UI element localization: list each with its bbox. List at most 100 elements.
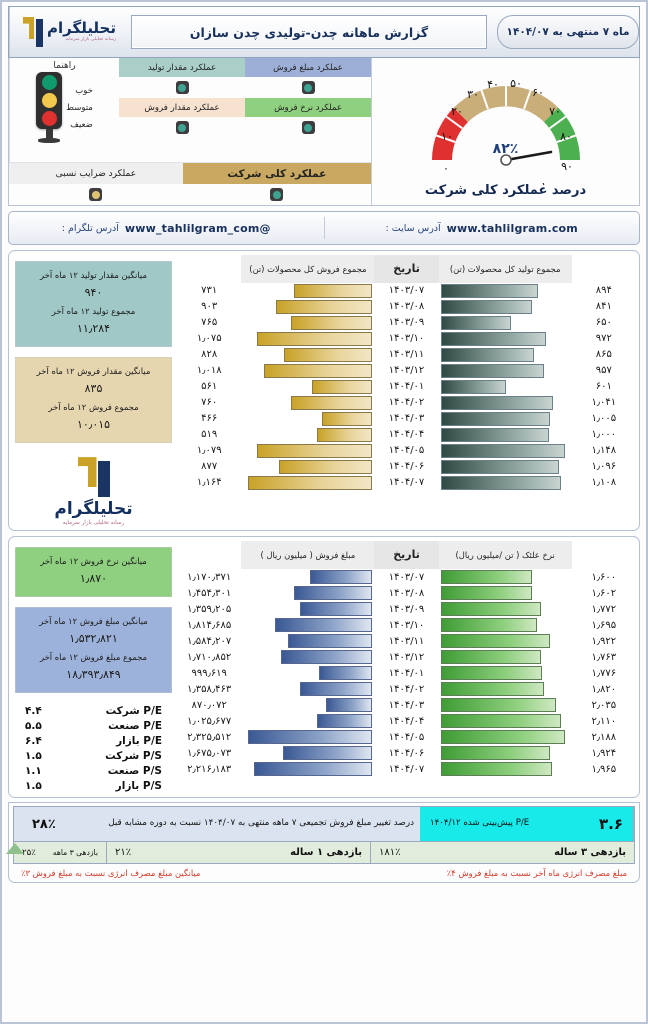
table-row: ۱٫۹۲۴ ۱۴۰۴/۰۶ ۱٫۶۷۵٫۰۷۳ bbox=[177, 745, 636, 761]
row-date: ۱۴۰۴/۰۱ bbox=[388, 667, 425, 679]
sales-value: ۸۲۸ bbox=[201, 349, 218, 361]
amount-value: ۱٫۳۵۸٫۴۶۳ bbox=[187, 683, 232, 695]
svg-text:۴۰: ۴۰ bbox=[487, 78, 499, 91]
table-row: ۶۰۱ ۱۴۰۴/۰۱ ۵۶۱ bbox=[177, 379, 636, 395]
rate-bar-cell bbox=[439, 713, 572, 729]
production-bar-cell bbox=[439, 331, 572, 347]
amount-sum-value: ۱۸٫۳۹۳٫۸۴۹ bbox=[66, 668, 121, 682]
production-sales-table: مجموع تولید کل محصولات (تن) تاریخ مجموع … bbox=[177, 255, 636, 491]
sales-value: ۵۶۱ bbox=[201, 381, 218, 393]
amount-avg-label: میانگین مبلغ فروش ۱۲ ماه آخر bbox=[39, 616, 148, 627]
row-date: ۱۴۰۳/۰۹ bbox=[388, 603, 425, 615]
rate-bar-cell bbox=[439, 665, 572, 681]
amount-bar-cell bbox=[241, 665, 374, 681]
amount-value: ۱٫۶۷۵٫۰۷۳ bbox=[187, 747, 232, 759]
rate-bar bbox=[440, 586, 532, 600]
ratio-row: P/E شرکت ۴.۴ bbox=[17, 703, 170, 718]
amount-value: ۱٫۴۵۴٫۳۰۱ bbox=[187, 587, 232, 599]
ratio-value: ۶.۴ bbox=[25, 734, 42, 747]
production-bar bbox=[440, 347, 534, 362]
production-summary-box: میانگین مقدار تولید ۱۲ ماه آخر ۹۴۰ مجموع… bbox=[15, 261, 172, 348]
kpi-sales-qty-label: عملکرد مقدار فروش bbox=[119, 98, 245, 117]
sales-bar bbox=[248, 475, 373, 490]
amount-value: ۱٫۳۵۹٫۲۰۵ bbox=[187, 603, 232, 615]
amount-value: ۱٫۵۸۴٫۲۰۷ bbox=[187, 635, 232, 647]
kpi-overall-label: عملکرد کلی شرکت bbox=[182, 163, 371, 184]
row-date: ۱۴۰۴/۰۲ bbox=[388, 683, 425, 695]
site-address[interactable]: www.tahlilgram.com آدرس سایت : bbox=[325, 222, 640, 235]
energy-note-left: میانگین مبلغ مصرف انرژی نسبت به مبلغ فرو… bbox=[21, 868, 201, 879]
kpi-ratios: عملکرد ضرایب نسبی bbox=[8, 163, 183, 205]
ratio-row: P/E صنعت ۵.۵ bbox=[17, 718, 170, 733]
rate-bar-cell bbox=[439, 617, 572, 633]
amount-bar bbox=[294, 586, 373, 600]
production-value: ۹۵۷ bbox=[595, 365, 612, 377]
col-sales: مجموع فروش کل محصولات (تن) bbox=[241, 255, 375, 283]
production-bar-cell bbox=[439, 395, 572, 411]
ratio-value: ۵.۵ bbox=[25, 719, 42, 732]
amount-value: ۹۹۹٫۶۱۹ bbox=[191, 667, 227, 679]
production-bar-cell bbox=[439, 475, 572, 491]
production-bar bbox=[440, 331, 546, 346]
amount-bar-cell bbox=[241, 633, 374, 649]
sales-qty-summary-box: میانگین مقدار فروش ۱۲ ماه آخر ۸۳۵ مجموع … bbox=[15, 357, 172, 444]
rate-value: ۱٫۶۰۲ bbox=[591, 587, 617, 599]
production-bar bbox=[440, 427, 549, 442]
row-date: ۱۴۰۳/۱۰ bbox=[388, 333, 425, 345]
production-value: ۹۷۲ bbox=[595, 333, 612, 345]
report-footer: ۳.۶ P/E پیش‌بینی شده ۱۴۰۴/۱۲ درصد تغییر … bbox=[6, 802, 640, 884]
rate-bar-cell bbox=[439, 697, 572, 713]
kpi-section: عملکرد مبلغ فروش عملکرد مقدار تولید عملک… bbox=[8, 58, 371, 205]
rate-value: ۱٫۹۶۵ bbox=[591, 763, 617, 775]
row-date: ۱۴۰۳/۰۷ bbox=[388, 571, 425, 583]
production-sales-card: مجموع تولید کل محصولات (تن) تاریخ مجموع … bbox=[8, 250, 640, 532]
amount-value: ۲٫۲۱۶٫۱۸۳ bbox=[187, 763, 232, 775]
table-row: ۱٫۰۹۶ ۱۴۰۴/۰۶ ۸۷۷ bbox=[177, 459, 636, 475]
col-amount: مبلغ فروش ( میلیون ریال ) bbox=[241, 541, 375, 569]
telegram-address[interactable]: @www_tahlilgram_com آدرس تلگرام : bbox=[9, 222, 324, 235]
sales-bar-cell bbox=[241, 459, 374, 475]
production-value: ۱٫۱۰۸ bbox=[591, 477, 617, 489]
production-bar-cell bbox=[439, 299, 572, 315]
row-date: ۱۴۰۳/۱۱ bbox=[388, 635, 425, 647]
ratio-row: P/S صنعت ۱.۱ bbox=[17, 763, 170, 778]
sales-value: ۴۶۶ bbox=[201, 413, 218, 425]
row-date: ۱۴۰۴/۰۵ bbox=[388, 445, 425, 457]
kpi-production-qty-label: عملکرد مقدار تولید bbox=[119, 58, 245, 77]
sales-bar bbox=[257, 443, 373, 458]
rate-bar bbox=[440, 714, 561, 728]
table-row: ۲٫۱۱۰ ۱۴۰۴/۰۴ ۱٫۰۲۵٫۶۷۷ bbox=[177, 713, 636, 729]
amount-bar bbox=[300, 602, 373, 616]
amount-bar-cell bbox=[241, 745, 374, 761]
production-bar bbox=[440, 443, 565, 458]
sales-bar-cell bbox=[241, 379, 374, 395]
table-row: ۸۴۱ ۱۴۰۳/۰۸ ۹۰۳ bbox=[177, 299, 636, 315]
amount-bar-cell bbox=[241, 697, 374, 713]
sales-bar-cell bbox=[241, 411, 374, 427]
sales-avg-label: میانگین مقدار فروش ۱۲ ماه آخر bbox=[36, 366, 151, 377]
amount-bar bbox=[254, 762, 373, 776]
row-date: ۱۴۰۴/۰۷ bbox=[388, 477, 425, 489]
site-address-value: www.tahlilgram.com bbox=[446, 221, 578, 235]
return-3m-value: ۲۵٪ bbox=[22, 847, 36, 858]
sales-sum-label: مجموع فروش ۱۲ ماه آخر bbox=[48, 402, 139, 413]
production-bar bbox=[440, 283, 538, 298]
report-period-badge: ماه ۷ منتهی به ۱۴۰۴/۰۷ bbox=[497, 15, 639, 49]
row-date: ۱۴۰۳/۰۹ bbox=[388, 317, 425, 329]
rate-bar bbox=[440, 730, 565, 744]
table-row: ۱٫۶۰۰ ۱۴۰۳/۰۷ ۱٫۱۷۰٫۳۷۱ bbox=[177, 569, 636, 585]
sales-avg-value: ۸۳۵ bbox=[84, 382, 103, 396]
brand-name: تحلیلگرام bbox=[47, 18, 117, 37]
production-bar bbox=[440, 475, 561, 490]
ratio-value: ۱.۵ bbox=[25, 749, 42, 762]
amount-bar bbox=[248, 730, 373, 744]
sales-bar bbox=[317, 427, 373, 442]
table-row: ۱٫۱۴۸ ۱۴۰۴/۰۵ ۱٫۰۷۹ bbox=[177, 443, 636, 459]
amount-bar bbox=[326, 698, 373, 712]
rate-bar bbox=[440, 746, 550, 760]
svg-text:۰: ۰ bbox=[443, 162, 449, 175]
amount-bar-cell bbox=[241, 729, 374, 745]
rate-bar bbox=[440, 618, 537, 632]
energy-note-right: مبلغ مصرف انرژی ماه آخر نسبت به مبلغ فرو… bbox=[446, 868, 627, 879]
sales-value: ۵۱۹ bbox=[201, 429, 218, 441]
